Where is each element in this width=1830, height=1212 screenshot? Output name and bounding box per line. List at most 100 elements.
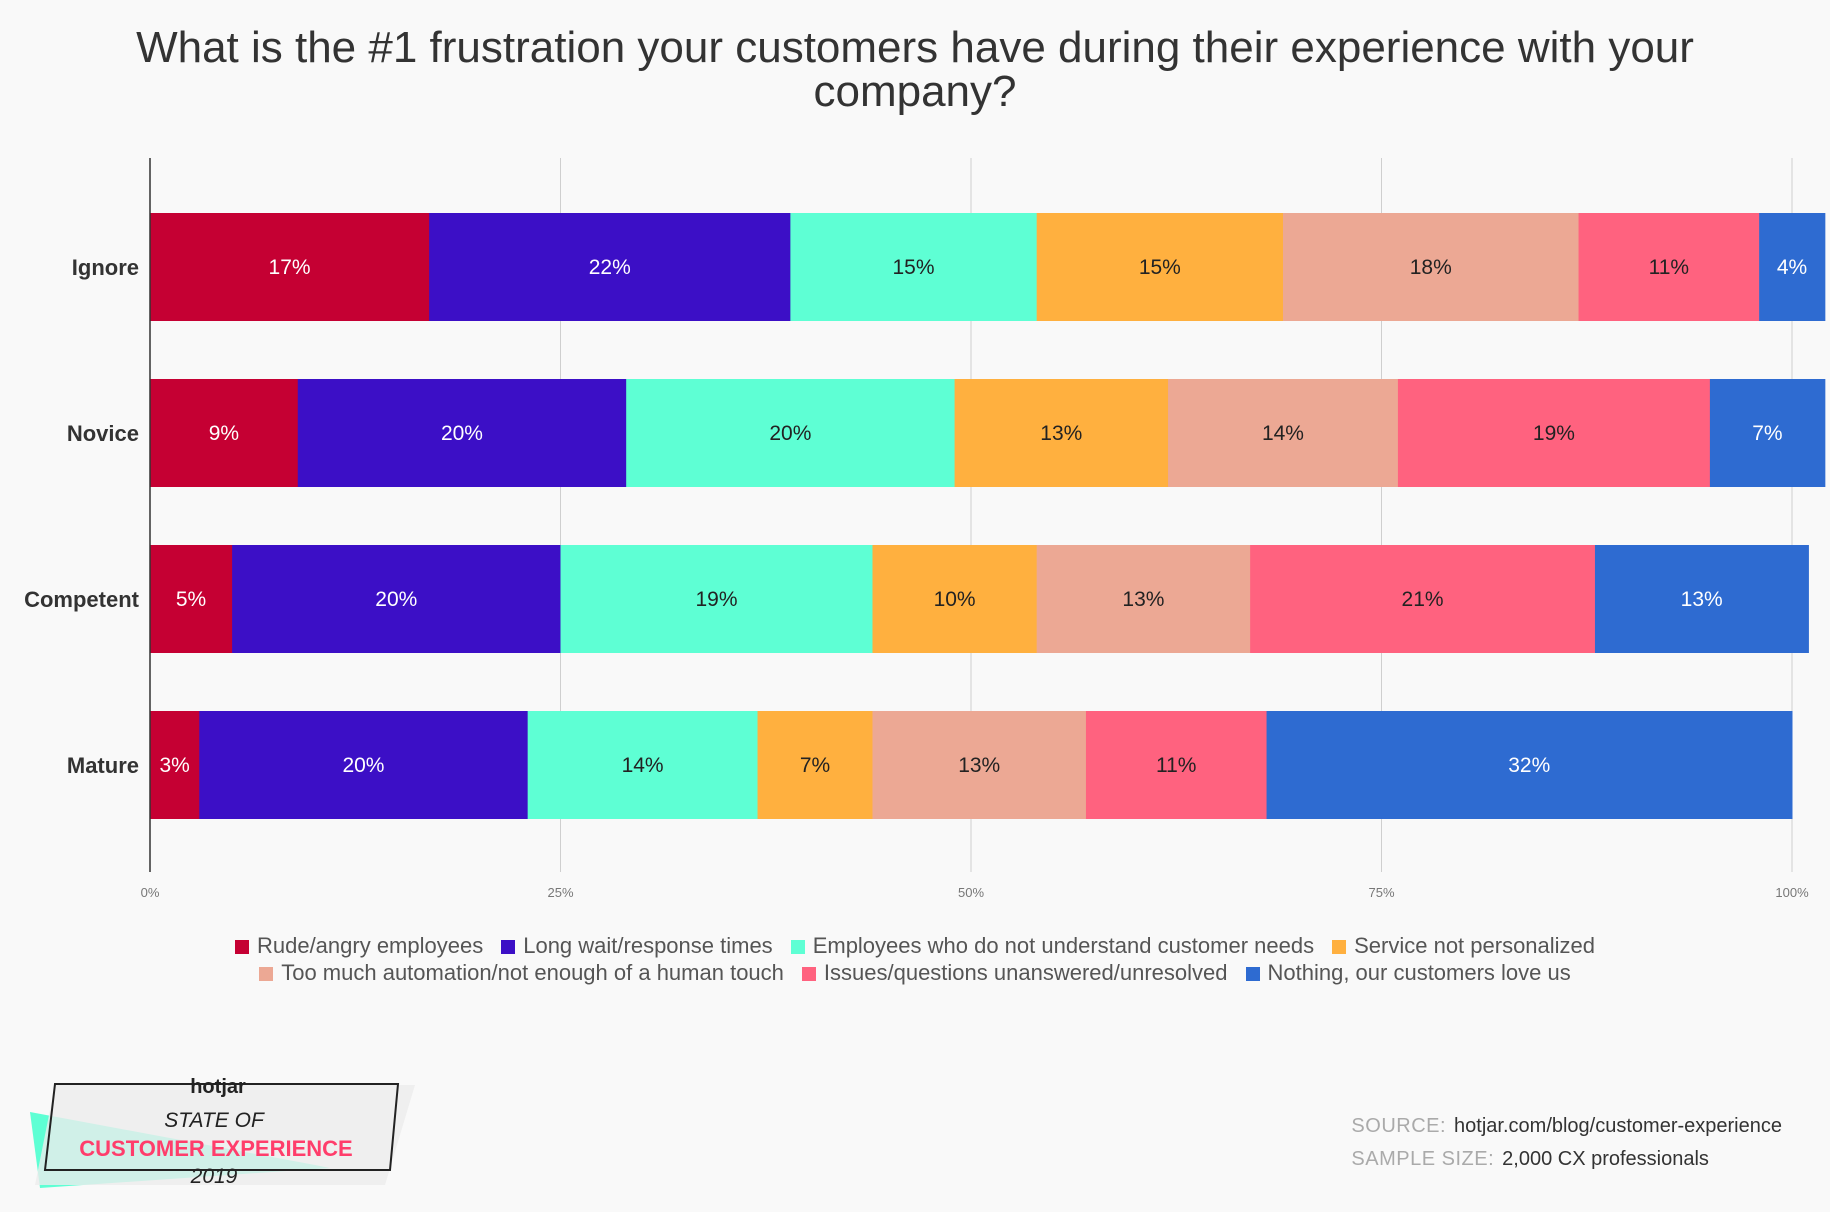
legend-swatch: [1245, 967, 1260, 981]
y-category-label: Competent: [24, 587, 140, 612]
legend-swatch: [790, 940, 805, 954]
bar-segment: [790, 213, 1038, 321]
x-tick-label: 100%: [1775, 885, 1809, 900]
legend-swatch: [801, 967, 816, 981]
legend-label: Rude/angry employees: [256, 933, 484, 958]
badge-year: 2019: [190, 1165, 238, 1188]
data-label: 17%: [269, 256, 311, 279]
bar-segment: [626, 379, 956, 487]
data-label: 20%: [342, 754, 384, 777]
bar-segment: [527, 711, 759, 819]
data-label: 14%: [622, 754, 664, 777]
bar-segment: [1282, 213, 1580, 321]
legend-swatch: [234, 940, 249, 954]
legend-item[interactable]: Employees who do not understand customer…: [790, 932, 1315, 959]
data-label: 4%: [1777, 256, 1807, 279]
legend-item[interactable]: Too much automation/not enough of a huma…: [259, 959, 784, 986]
badge-grey-shape: [35, 1085, 415, 1185]
y-category-label: Ignore: [72, 255, 139, 280]
sample-size-value: 2,000 CX professionals: [1502, 1148, 1709, 1170]
bar-segment: [199, 711, 529, 819]
data-label: 18%: [1410, 256, 1452, 279]
legend-label: Employees who do not understand customer…: [812, 933, 1315, 958]
data-label: 11%: [1156, 754, 1196, 777]
legend-item[interactable]: Issues/questions unanswered/unresolved: [801, 959, 1228, 986]
bar-segment: [1036, 545, 1251, 653]
legend-label: Issues/questions unanswered/unresolved: [823, 960, 1228, 985]
bar-segment: [1578, 213, 1760, 321]
legend-item[interactable]: Service not personalized: [1332, 932, 1595, 959]
source-label: SOURCE:: [1351, 1115, 1447, 1137]
bar-segment: [872, 711, 1087, 819]
bar-segment: [1085, 711, 1268, 819]
data-label: 13%: [1681, 588, 1723, 611]
data-label: 3%: [159, 754, 189, 777]
bar-segment: [560, 545, 873, 653]
legend-label: Too much automation/not enough of a huma…: [281, 960, 784, 985]
data-label: 19%: [695, 588, 737, 611]
legend-item[interactable]: Long wait/response times: [501, 932, 773, 959]
data-label: 20%: [375, 588, 417, 611]
legend-item[interactable]: Rude/angry employees: [234, 932, 484, 959]
bar-segment: [150, 545, 233, 653]
badge-frame: [43, 1083, 400, 1171]
legend-swatch: [501, 940, 516, 954]
bar-segment: [1250, 545, 1596, 653]
data-label: 19%: [1533, 422, 1575, 445]
data-label: 32%: [1508, 754, 1550, 777]
data-label: 5%: [176, 588, 206, 611]
legend-label: Nothing, our customers love us: [1267, 960, 1571, 985]
x-tick-label: 0%: [141, 885, 160, 900]
x-tick-label: 75%: [1368, 885, 1394, 900]
chart-legend: Rude/angry employees Long wait/response t…: [140, 932, 1690, 986]
source-line: SOURCE: hotjar.com/blog/customer-experien…: [1351, 1110, 1782, 1143]
legend-label: Service not personalized: [1354, 933, 1596, 958]
data-label: 22%: [589, 256, 631, 279]
bar-segment: [1759, 213, 1826, 321]
chart-title: What is the #1 frustration your customer…: [136, 23, 1694, 116]
badge-line1: STATE OF: [164, 1109, 265, 1132]
data-label: 13%: [1040, 422, 1082, 445]
bar-segment: [954, 379, 1169, 487]
bar-segment: [1397, 379, 1711, 487]
bar-segment: [757, 711, 873, 819]
bar-segment: [872, 545, 1038, 653]
data-label: 13%: [958, 754, 1000, 777]
data-label: 21%: [1402, 588, 1444, 611]
legend-item[interactable]: Nothing, our customers love us: [1245, 959, 1571, 986]
state-of-cx-badge: hotjar STATE OF CUSTOMER EXPERIENCE 2019: [30, 1070, 430, 1200]
sample-size-line: SAMPLE SIZE: 2,000 CX professionals: [1351, 1143, 1782, 1176]
bar-segment: [297, 379, 627, 487]
data-label: 10%: [934, 588, 976, 611]
bar-segment: [150, 379, 299, 487]
badge-line2: CUSTOMER EXPERIENCE: [79, 1136, 352, 1161]
bar-segment: [1266, 711, 1793, 819]
data-label: 14%: [1262, 422, 1304, 445]
data-label: 11%: [1649, 256, 1689, 279]
bar-segment: [232, 545, 561, 653]
x-tick-label: 25%: [547, 885, 573, 900]
bar-segment: [1168, 379, 1399, 487]
bar-segment: [1036, 213, 1284, 321]
bar-segment: [150, 711, 200, 819]
legend-row: Rude/angry employees Long wait/response t…: [140, 932, 1690, 959]
y-category-label: Mature: [67, 753, 139, 778]
data-label: 20%: [441, 422, 483, 445]
legend-swatch: [1332, 940, 1347, 954]
sample-size-label: SAMPLE SIZE:: [1351, 1148, 1495, 1170]
y-category-label: Novice: [67, 421, 139, 446]
data-label: 13%: [1122, 588, 1164, 611]
data-label: 15%: [893, 256, 935, 279]
x-tick-label: 50%: [958, 885, 984, 900]
source-link[interactable]: hotjar.com/blog/customer-experience: [1454, 1115, 1782, 1137]
hotjar-logo-text: hotjar: [190, 1076, 246, 1098]
legend-row: Too much automation/not enough of a huma…: [140, 959, 1690, 986]
legend-label: Long wait/response times: [523, 933, 773, 958]
bar-segment: [150, 213, 430, 321]
legend-swatch: [259, 967, 274, 981]
data-label: 7%: [800, 754, 830, 777]
bar-segment: [429, 213, 791, 321]
data-label: 20%: [769, 422, 811, 445]
bar-segment: [1594, 545, 1809, 653]
stacked-bar-chart: 0% 25% 50% 75% 100% 17% 22% 15% 15% 18% 11% 4% Ignor…: [24, 158, 1826, 900]
